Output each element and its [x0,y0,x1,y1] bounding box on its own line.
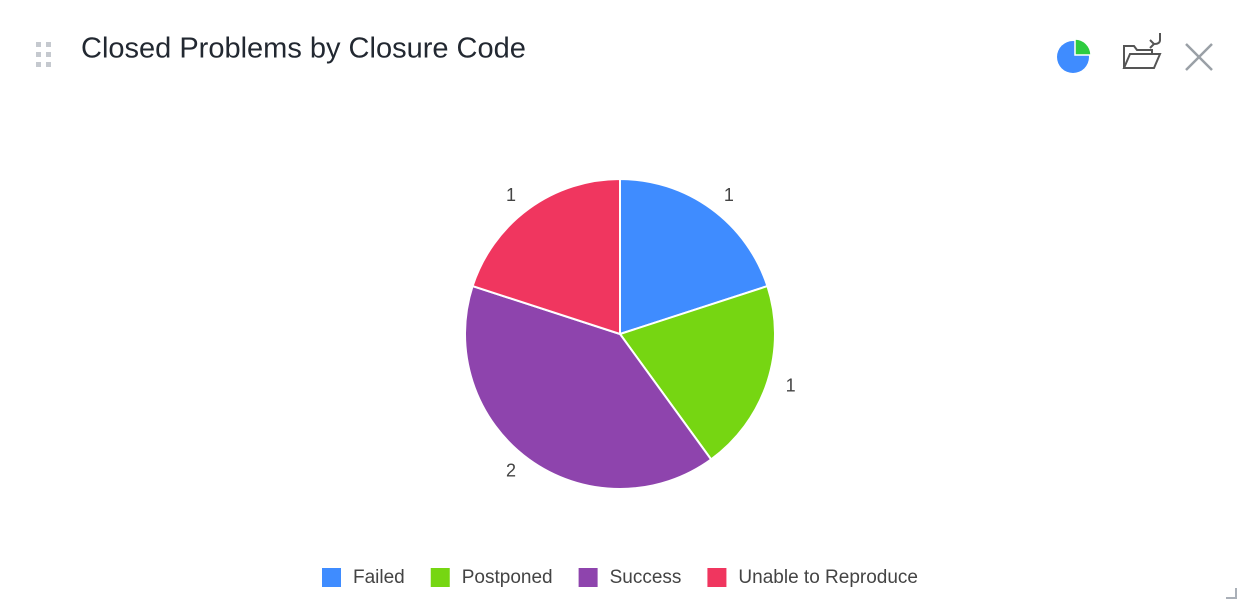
data-label: 1 [724,185,734,205]
pie-slice [471,177,621,336]
data-label: 1 [786,375,796,395]
legend-label[interactable]: Postponed [462,567,553,588]
drag-handle[interactable] [36,42,51,67]
legend-label[interactable]: Unable to Reproduce [738,567,918,588]
pie-slice [618,284,776,461]
pie-slice [619,177,769,336]
pie-slice [464,284,713,490]
data-label: 1 [506,185,516,205]
chart-title: Closed Problems by Closure Code [81,33,526,65]
legend: Failed Postponed Success Unable to Reproduc… [322,567,918,588]
resize-handle[interactable] [1226,588,1237,599]
legend-label[interactable]: Success [610,567,682,588]
legend-swatch[interactable] [322,568,341,587]
legend-swatch[interactable] [430,568,450,587]
export-icon[interactable] [1122,33,1162,69]
legend-label[interactable]: Failed [353,567,405,588]
close-icon[interactable] [1185,43,1213,71]
data-label: 2 [506,460,516,480]
chart-type-icon[interactable] [1057,38,1092,73]
legend-swatch[interactable] [707,568,727,587]
legend-swatch[interactable] [578,568,598,587]
